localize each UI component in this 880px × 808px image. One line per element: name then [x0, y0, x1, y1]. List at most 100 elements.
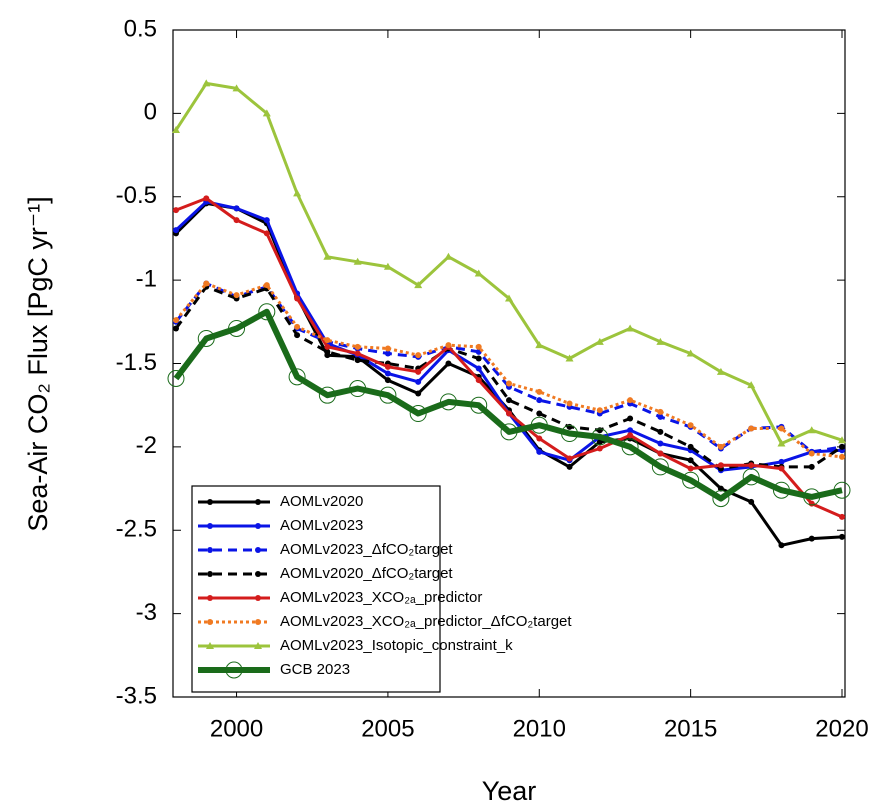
marker: [535, 341, 544, 349]
marker: [383, 262, 392, 270]
marker: [172, 126, 180, 134]
marker: [414, 281, 423, 289]
marker: [207, 499, 213, 505]
y-tick-label: -3.5: [116, 682, 157, 709]
legend-label: AOMLv2023_ΔfCO₂target: [280, 541, 453, 558]
marker: [439, 393, 457, 411]
marker: [712, 490, 730, 508]
y-tick-label: -0.5: [116, 182, 157, 209]
marker: [657, 428, 664, 435]
marker: [167, 370, 185, 388]
marker: [202, 79, 211, 87]
marker: [627, 427, 634, 434]
marker: [657, 413, 664, 420]
marker: [225, 661, 243, 679]
marker: [565, 354, 574, 362]
marker: [687, 422, 694, 429]
y-tick-label: -1: [136, 265, 157, 292]
marker: [323, 252, 332, 260]
marker: [444, 252, 453, 260]
marker: [838, 436, 846, 444]
y-tick-label: -1.5: [116, 349, 157, 376]
marker: [255, 547, 261, 553]
marker: [207, 595, 213, 601]
marker: [445, 360, 452, 367]
marker: [657, 450, 664, 457]
marker: [717, 485, 724, 492]
marker: [445, 342, 452, 349]
marker: [255, 619, 261, 625]
marker: [772, 481, 790, 499]
marker: [657, 440, 664, 447]
marker: [354, 357, 361, 364]
marker: [591, 428, 609, 446]
marker: [207, 619, 213, 625]
marker: [561, 425, 579, 443]
marker: [415, 368, 422, 375]
marker: [353, 257, 362, 265]
marker: [173, 227, 179, 234]
y-tick-label: -2: [136, 432, 157, 459]
marker: [324, 337, 331, 344]
marker: [656, 337, 665, 345]
marker: [808, 450, 815, 457]
marker: [255, 523, 261, 529]
marker: [566, 463, 573, 470]
x-tick-label: 2005: [361, 715, 414, 742]
marker: [717, 462, 724, 469]
marker: [173, 207, 179, 214]
marker: [233, 205, 240, 212]
marker: [536, 435, 543, 442]
marker: [379, 386, 397, 404]
marker: [596, 407, 603, 414]
marker: [596, 445, 603, 452]
marker: [621, 438, 639, 456]
marker: [808, 535, 815, 542]
y-axis-title: Sea-Air CO₂ Flux [PgC yr⁻¹]: [23, 196, 53, 531]
marker: [324, 343, 331, 350]
marker: [232, 84, 241, 92]
legend-label: AOMLv2020: [280, 493, 363, 510]
marker: [566, 423, 573, 430]
marker: [354, 343, 361, 350]
marker: [536, 410, 543, 417]
marker: [470, 396, 488, 414]
legend-label: AOMLv2023_XCO₂ₐ_predictor_ΔfCO₂target: [280, 613, 572, 630]
marker: [228, 319, 246, 337]
legend-label: AOMLv2020_ΔfCO₂target: [280, 565, 453, 582]
marker: [203, 280, 210, 287]
legend-box: [191, 485, 441, 693]
marker: [206, 642, 214, 649]
marker: [717, 443, 724, 450]
marker: [475, 355, 482, 362]
marker: [474, 269, 483, 277]
marker: [415, 390, 422, 397]
marker: [207, 547, 213, 553]
marker: [687, 443, 694, 450]
y-tick-label: 0: [144, 99, 157, 126]
marker: [747, 381, 756, 389]
marker: [294, 295, 301, 302]
marker: [626, 324, 635, 332]
marker: [384, 370, 391, 377]
marker: [808, 463, 815, 470]
marker: [255, 595, 261, 601]
marker: [596, 427, 603, 434]
marker: [384, 377, 391, 384]
marker: [384, 350, 391, 357]
marker: [197, 329, 215, 347]
marker: [657, 408, 664, 415]
marker: [384, 345, 391, 352]
marker: [651, 458, 669, 476]
marker: [415, 352, 422, 359]
marker: [627, 432, 634, 439]
marker: [254, 642, 262, 649]
marker: [475, 377, 482, 384]
series-line: [174, 282, 843, 454]
y-tick-label: -2.5: [116, 516, 157, 543]
marker: [233, 292, 240, 299]
marker: [778, 458, 785, 465]
x-axis-title: Year: [482, 776, 537, 806]
legend-label: AOMLv2023_Isotopic_constraint_k: [280, 637, 513, 654]
x-tick-label: 2000: [210, 715, 263, 742]
